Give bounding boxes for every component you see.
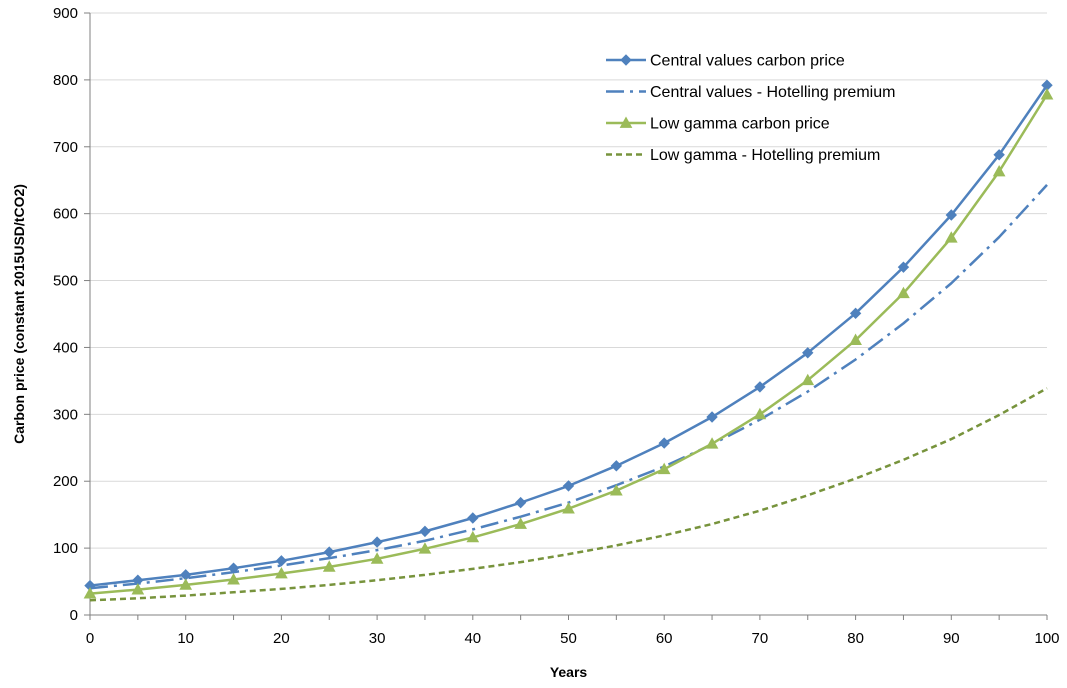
- data-point: [371, 536, 383, 548]
- data-point: [467, 512, 479, 524]
- data-point: [275, 566, 288, 579]
- data-point: [944, 231, 958, 243]
- data-point: [83, 587, 97, 599]
- data-point: [753, 407, 767, 420]
- gridlines: [90, 12, 1047, 549]
- data-point: [323, 546, 335, 558]
- series-group: [83, 79, 1054, 602]
- legend-item-0: Central values carbon price: [606, 53, 845, 70]
- data-point: [514, 517, 527, 529]
- legend-label: Central values carbon price: [650, 53, 845, 70]
- y-tick-label: 400: [53, 339, 78, 356]
- data-point: [706, 411, 718, 423]
- data-point: [514, 496, 527, 509]
- series-line-3: [89, 387, 1048, 602]
- data-point: [993, 149, 1005, 161]
- x-tick-label: 80: [847, 630, 864, 647]
- x-tick-label: 0: [86, 630, 94, 647]
- y-tick-label: 700: [53, 139, 78, 156]
- legend-label: Low gamma carbon price: [650, 116, 830, 133]
- legend: Central values carbon price Central value…: [606, 53, 895, 164]
- x-tick-label: 70: [752, 630, 769, 647]
- x-tick-label: 20: [273, 630, 290, 647]
- data-point: [897, 261, 910, 273]
- y-tick-label: 600: [53, 206, 78, 223]
- data-point: [610, 484, 623, 496]
- data-point: [658, 437, 670, 449]
- data-point: [322, 560, 336, 572]
- x-tick-labels: 0 10 20 30 40 50 60 70 80 90 100: [86, 630, 1060, 647]
- data-point: [419, 525, 431, 538]
- x-tick-label: 10: [177, 630, 194, 647]
- data-point: [179, 578, 193, 590]
- legend-marker: [619, 116, 633, 128]
- data-point: [610, 460, 623, 472]
- x-tick-label: 90: [943, 630, 960, 647]
- y-tick-label: 800: [53, 72, 78, 89]
- y-tick-labels: 0 100 200 300 400 500 600 700 800 900: [53, 5, 78, 624]
- data-point: [227, 573, 240, 585]
- data-point: [562, 480, 575, 492]
- data-point: [418, 542, 432, 554]
- data-point: [754, 381, 766, 393]
- data-point: [897, 286, 910, 299]
- data-point: [370, 552, 384, 564]
- series-1: [89, 184, 1048, 590]
- series-2: [83, 88, 1054, 599]
- series-line-1: [89, 184, 1048, 590]
- data-point: [849, 307, 862, 320]
- y-tick-label: 200: [53, 473, 78, 490]
- x-axis-title: Years: [550, 664, 588, 680]
- data-point: [657, 462, 671, 475]
- legend-label: Low gamma - Hotelling premium: [650, 147, 880, 164]
- data-point: [945, 209, 958, 221]
- legend-label: Central values - Hotelling premium: [650, 84, 895, 101]
- y-tick-label: 900: [53, 5, 78, 22]
- data-point: [705, 437, 719, 449]
- y-tick-label: 300: [53, 406, 78, 423]
- data-point: [1040, 88, 1054, 100]
- x-tick-label: 60: [656, 630, 673, 647]
- data-point: [275, 555, 288, 567]
- series-0: [84, 79, 1053, 592]
- series-line-2: [89, 93, 1049, 595]
- x-tick-label: 100: [1034, 630, 1059, 647]
- y-axis-title: Carbon price (constant 2015USD/tCO2): [11, 184, 27, 444]
- x-tick-label: 50: [560, 630, 577, 647]
- legend-item-2: Low gamma carbon price: [606, 116, 830, 133]
- series-3: [89, 387, 1048, 602]
- legend-marker: [620, 54, 632, 66]
- legend-item-3: Low gamma - Hotelling premium: [606, 147, 880, 164]
- y-tick-label: 500: [53, 273, 78, 290]
- axes: [84, 12, 1048, 620]
- y-tick-label: 0: [70, 607, 78, 624]
- x-tick-label: 40: [464, 630, 481, 647]
- x-tick-label: 30: [369, 630, 386, 647]
- data-point: [849, 333, 862, 345]
- legend-item-1: Central values - Hotelling premium: [606, 84, 895, 101]
- data-point: [562, 502, 575, 514]
- data-point: [131, 583, 145, 595]
- y-tick-label: 100: [53, 540, 78, 557]
- data-point: [992, 164, 1006, 177]
- data-point: [466, 530, 480, 543]
- data-point: [801, 373, 815, 386]
- data-point: [802, 347, 814, 359]
